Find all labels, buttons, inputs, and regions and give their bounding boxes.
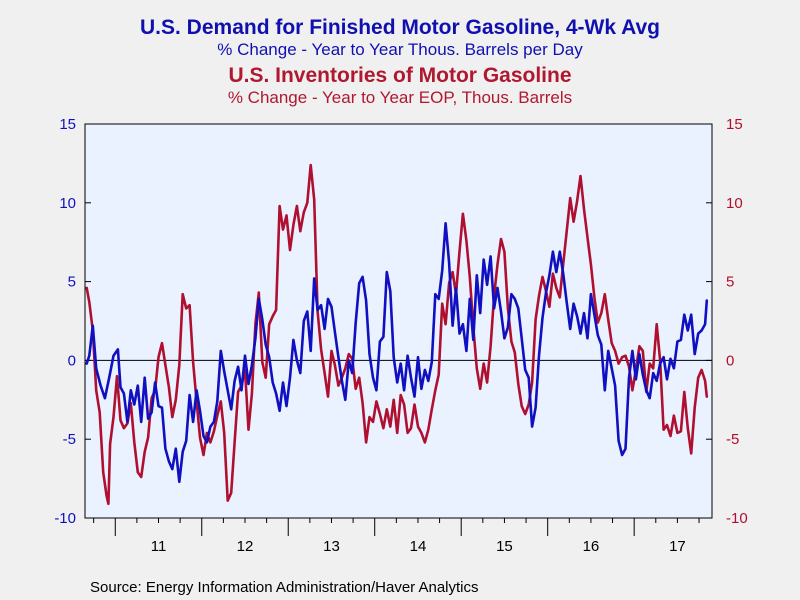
x-year-label: 17 xyxy=(669,538,686,555)
chart-subtitle-2: % Change - Year to Year EOP, Thous. Barr… xyxy=(227,88,573,107)
x-year-label: 12 xyxy=(237,538,254,555)
x-year-label: 11 xyxy=(151,538,167,555)
y-tick-label-left: 10 xyxy=(59,195,76,212)
x-year-label: 13 xyxy=(323,538,340,555)
y-tick-label-left: 0 xyxy=(68,352,76,369)
y-tick-label-left: -10 xyxy=(54,510,76,527)
y-tick-label-left: -5 xyxy=(63,431,76,448)
y-tick-label-right: -10 xyxy=(726,510,748,527)
chart-subtitle: % Change - Year to Year Thous. Barrels p… xyxy=(217,40,583,59)
y-tick-label-right: -5 xyxy=(726,431,739,448)
x-year-label: 15 xyxy=(496,538,513,555)
source-note: Source: Energy Information Administratio… xyxy=(90,579,479,596)
series-layer xyxy=(85,163,709,506)
y-tick-label-left: 15 xyxy=(59,116,76,133)
y-tick-label-right: 10 xyxy=(726,195,743,212)
plot-area xyxy=(84,123,713,519)
demand-series-line xyxy=(85,222,709,484)
inventories-series-line xyxy=(85,163,709,506)
y-tick-label-right: 0 xyxy=(726,352,734,369)
chart-title-2: U.S. Inventories of Motor Gasoline xyxy=(228,64,572,87)
y-tick-label-right: 15 xyxy=(726,116,743,133)
axes: 15 15 10 10 5 5 0 0 -5 -5 -10 -10 11 12 13 14 15 16 17 xyxy=(54,116,747,555)
x-year-label: 14 xyxy=(410,538,427,555)
y-tick-label-left: 5 xyxy=(68,274,76,291)
y-tick-label-right: 5 xyxy=(726,274,734,291)
x-year-label: 16 xyxy=(583,538,600,555)
chart-title: U.S. Demand for Finished Motor Gasoline,… xyxy=(140,16,660,39)
